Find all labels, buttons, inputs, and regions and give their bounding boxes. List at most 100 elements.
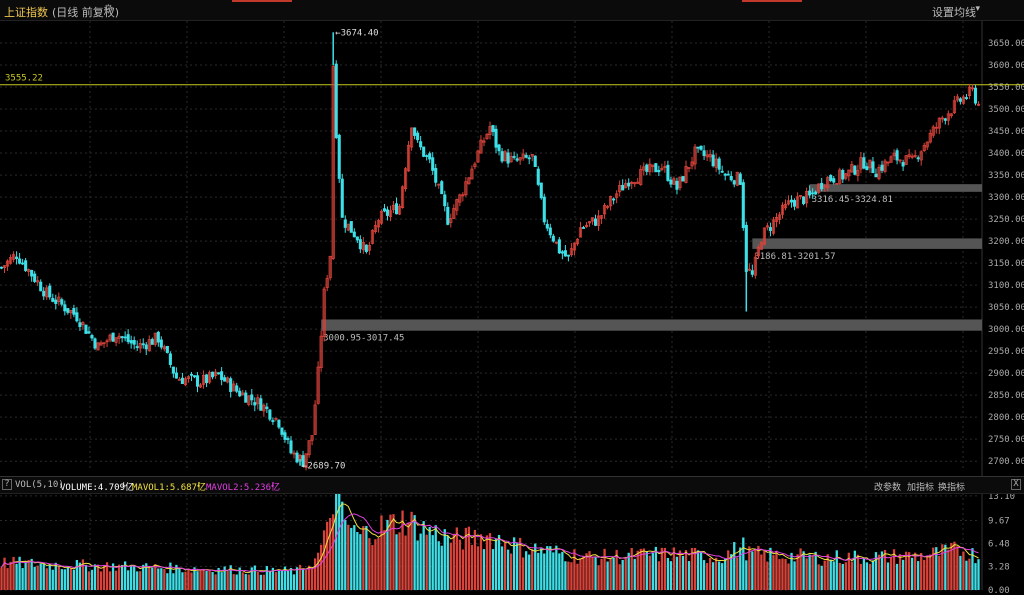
volume-bar	[365, 525, 368, 590]
volume-bar	[621, 559, 624, 590]
volume-bar	[941, 544, 944, 590]
candle-body	[48, 285, 52, 298]
volume-bar	[464, 527, 468, 590]
candle-body	[114, 337, 118, 343]
volume-bar	[721, 563, 724, 590]
volume-bar	[582, 555, 585, 590]
volume-bar	[693, 547, 697, 590]
candle-body	[123, 336, 127, 339]
candle-body	[919, 151, 923, 161]
index-title[interactable]: 上证指数	[4, 6, 48, 19]
volume-bar	[196, 571, 199, 590]
candle-body	[129, 340, 133, 344]
candle-body	[569, 248, 573, 256]
volume-bar	[27, 559, 30, 590]
gap-zone	[809, 184, 982, 192]
close-button[interactable]: X	[1011, 479, 1021, 490]
help-button[interactable]: ?	[2, 479, 12, 490]
volume-bar	[175, 564, 178, 590]
candle-body	[45, 287, 49, 298]
candle-body	[96, 342, 100, 351]
volume-bar	[814, 551, 817, 590]
price-tick-label: 3450.00	[988, 127, 1024, 137]
candle-body	[75, 312, 79, 322]
volume-bar	[253, 565, 256, 590]
volume-tick-label: 6.48	[988, 539, 1010, 549]
volume-bar	[727, 550, 730, 590]
volume-bar	[148, 566, 151, 590]
volume-bar	[99, 571, 103, 590]
candle-body	[491, 125, 495, 132]
candle-body	[612, 198, 616, 201]
volume-bar	[534, 543, 537, 590]
candle-body	[205, 374, 209, 384]
volume-bar	[105, 562, 109, 590]
candle-body	[337, 134, 341, 179]
candle-body	[729, 175, 733, 181]
volume-bar	[561, 551, 564, 590]
volume-bar	[829, 559, 832, 590]
volume-bar	[461, 549, 465, 590]
volume-bar	[356, 532, 359, 590]
candle-body	[518, 157, 522, 161]
volume-bar	[139, 571, 142, 590]
candle-body	[922, 144, 926, 152]
candle-body	[265, 406, 269, 409]
candle-body	[841, 170, 845, 180]
volume-bar	[953, 541, 956, 590]
volume-bar	[102, 565, 106, 590]
volume-bar	[341, 501, 344, 590]
volume-bar	[678, 550, 682, 590]
volume-bar	[705, 563, 709, 590]
candle-body	[220, 371, 224, 380]
volume-bar	[298, 564, 302, 590]
set-moving-average-button[interactable]: 设置均线	[932, 6, 976, 19]
volume-bar	[696, 550, 700, 590]
candle-body	[898, 159, 902, 162]
change-params-button[interactable]: 改参数	[874, 483, 902, 493]
candle-body	[687, 167, 691, 169]
candle-body	[584, 224, 589, 228]
candle-body	[883, 160, 887, 172]
volume-bar	[838, 562, 841, 590]
candle-body	[735, 171, 739, 186]
volume-bar	[449, 542, 452, 590]
candle-body	[753, 256, 757, 276]
volume-tick-label: 3.28	[988, 562, 1010, 572]
candle-body	[796, 196, 800, 209]
extreme-price-label: ←2689.70	[302, 462, 345, 472]
volume-bar	[856, 554, 860, 590]
candle-body	[376, 220, 380, 228]
candle-body	[865, 166, 869, 171]
volume-bar	[78, 562, 82, 590]
candle-body	[958, 98, 962, 102]
switch-indicator-button[interactable]: 换指标	[938, 483, 966, 493]
gear-icon[interactable]: ⚙	[103, 2, 114, 16]
candle-body	[762, 227, 766, 245]
candle-body	[967, 86, 971, 96]
candle-body	[192, 375, 197, 378]
mavol1-value: MAVOL1:5.687亿	[132, 483, 207, 493]
volume-bar	[606, 561, 609, 590]
candle-body	[539, 182, 543, 199]
candle-body	[391, 204, 396, 210]
volume-bar	[401, 510, 404, 590]
volume-bar	[525, 551, 528, 590]
volume-bar	[711, 562, 715, 590]
volume-bar	[467, 526, 471, 590]
volume-bar	[160, 568, 163, 590]
volume-bar	[223, 566, 226, 590]
candle-body	[5, 260, 10, 267]
volume-bar	[923, 559, 926, 590]
volume-bar	[274, 572, 278, 590]
volume-bar	[567, 561, 570, 590]
volume-bar	[633, 558, 636, 590]
volume-bar	[781, 558, 784, 590]
candle-body	[563, 250, 567, 257]
candle-body	[452, 208, 456, 219]
volume-bar	[977, 559, 980, 590]
candle-body	[443, 194, 447, 207]
add-indicator-button[interactable]: 加指标	[907, 483, 935, 493]
caret-down-icon[interactable]: ▾	[975, 4, 980, 14]
volume-bar	[540, 548, 543, 590]
